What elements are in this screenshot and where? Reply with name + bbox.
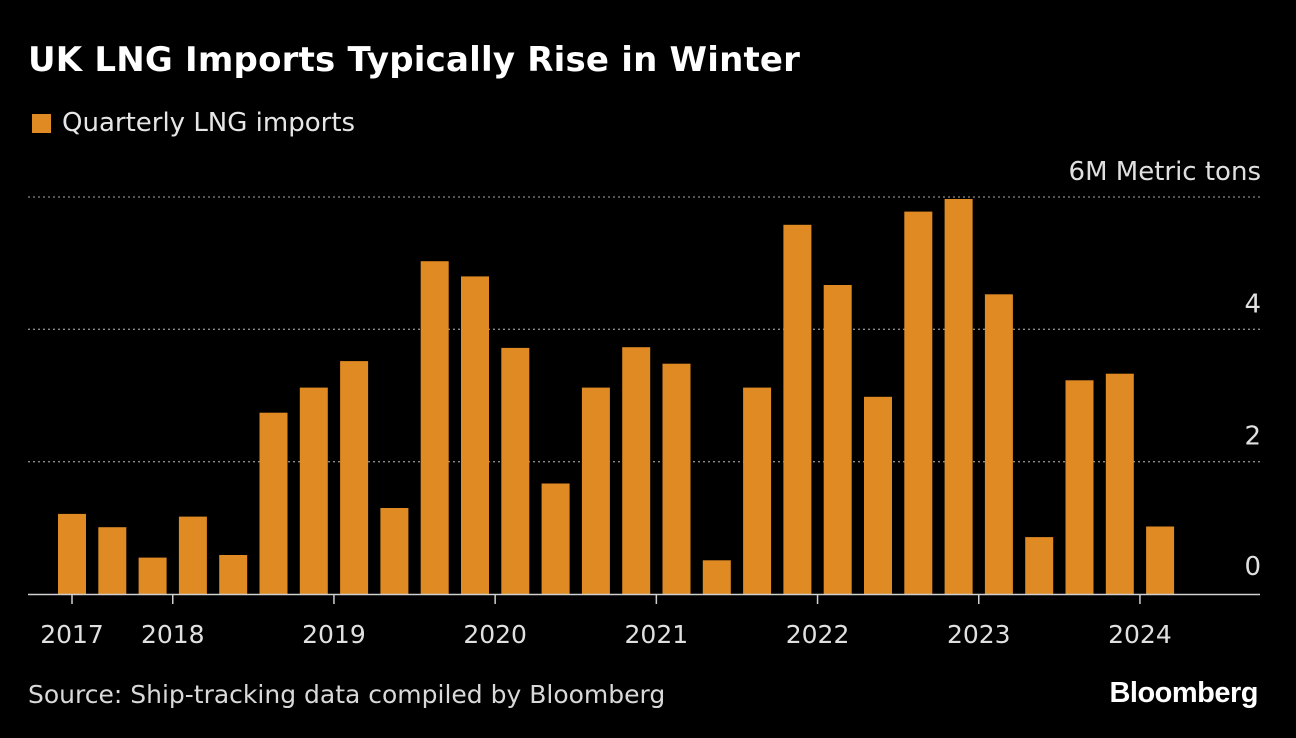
bar — [259, 412, 288, 594]
bar — [984, 294, 1013, 594]
source-note: Source: Ship-tracking data compiled by B… — [28, 680, 666, 709]
x-tick-label: 2020 — [463, 620, 527, 649]
chart-title: UK LNG Imports Typically Rise in Winter — [28, 40, 801, 80]
bars — [58, 199, 1175, 595]
tick-labels: 2017 2018 2019 2020 2021 2022 2023 2024 0 2 4 6M Me… — [40, 157, 1261, 649]
bar — [219, 555, 248, 594]
bar — [461, 276, 489, 594]
legend-swatch — [32, 113, 51, 133]
x-axis — [28, 593, 1260, 604]
bloomberg-logo: Bloomberg — [1109, 677, 1258, 709]
bar — [340, 361, 369, 594]
bar — [904, 211, 933, 594]
bar — [58, 513, 86, 594]
bar — [944, 199, 973, 594]
bar — [823, 285, 852, 594]
bar — [178, 516, 207, 594]
bar — [138, 557, 167, 594]
bar — [662, 363, 691, 594]
bar — [380, 508, 409, 594]
bar — [783, 224, 812, 595]
legend: Quarterly LNG imports — [32, 108, 355, 138]
bar — [299, 387, 328, 594]
bar — [1146, 526, 1175, 594]
bar — [501, 347, 530, 594]
y-tick-label: 0 — [1244, 552, 1261, 582]
bar — [1065, 380, 1094, 594]
y-tick-label: 6M Metric tons — [1069, 157, 1261, 187]
x-tick-label: 2018 — [141, 620, 205, 649]
bar — [420, 261, 449, 594]
x-tick-label: 2019 — [302, 620, 366, 649]
bar — [98, 527, 127, 594]
bar — [622, 347, 651, 594]
bar — [743, 387, 772, 594]
bar — [702, 560, 731, 594]
x-tick-label: 2017 — [40, 620, 104, 649]
x-tick-label: 2024 — [1108, 620, 1172, 649]
bar — [864, 396, 892, 594]
bar — [581, 387, 610, 594]
x-tick-label: 2022 — [786, 620, 850, 649]
bar — [1025, 537, 1054, 594]
x-tick-label: 2021 — [625, 620, 689, 649]
legend-label: Quarterly LNG imports — [62, 108, 356, 138]
bar — [541, 483, 570, 594]
y-tick-label: 4 — [1244, 289, 1261, 319]
bar — [1105, 373, 1134, 594]
x-tick-label: 2023 — [947, 620, 1011, 649]
y-tick-label: 2 — [1244, 422, 1261, 452]
